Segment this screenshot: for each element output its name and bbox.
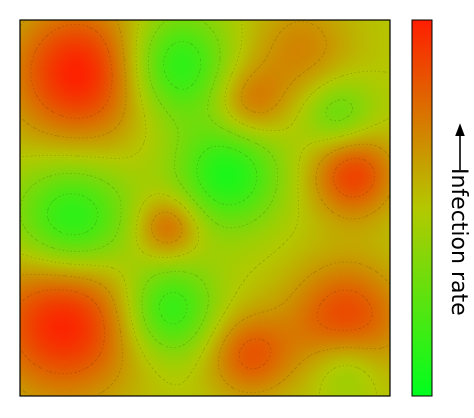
contour-level-0	[47, 41, 258, 325]
heatmap-plot-area	[19, 19, 391, 397]
colorbar-label-group: Infection rate	[446, 123, 471, 316]
contour-level-1	[20, 20, 353, 348]
plot-frame	[19, 19, 391, 397]
heatmap-field	[20, 20, 390, 396]
contour-level-2	[20, 20, 390, 396]
contour-level-3	[20, 20, 390, 396]
colorbar	[411, 19, 433, 397]
contour-lines	[20, 20, 390, 396]
colorbar-gradient	[411, 19, 433, 397]
colorbar-title: Infection rate	[446, 168, 471, 316]
contour-level-4	[20, 24, 376, 375]
